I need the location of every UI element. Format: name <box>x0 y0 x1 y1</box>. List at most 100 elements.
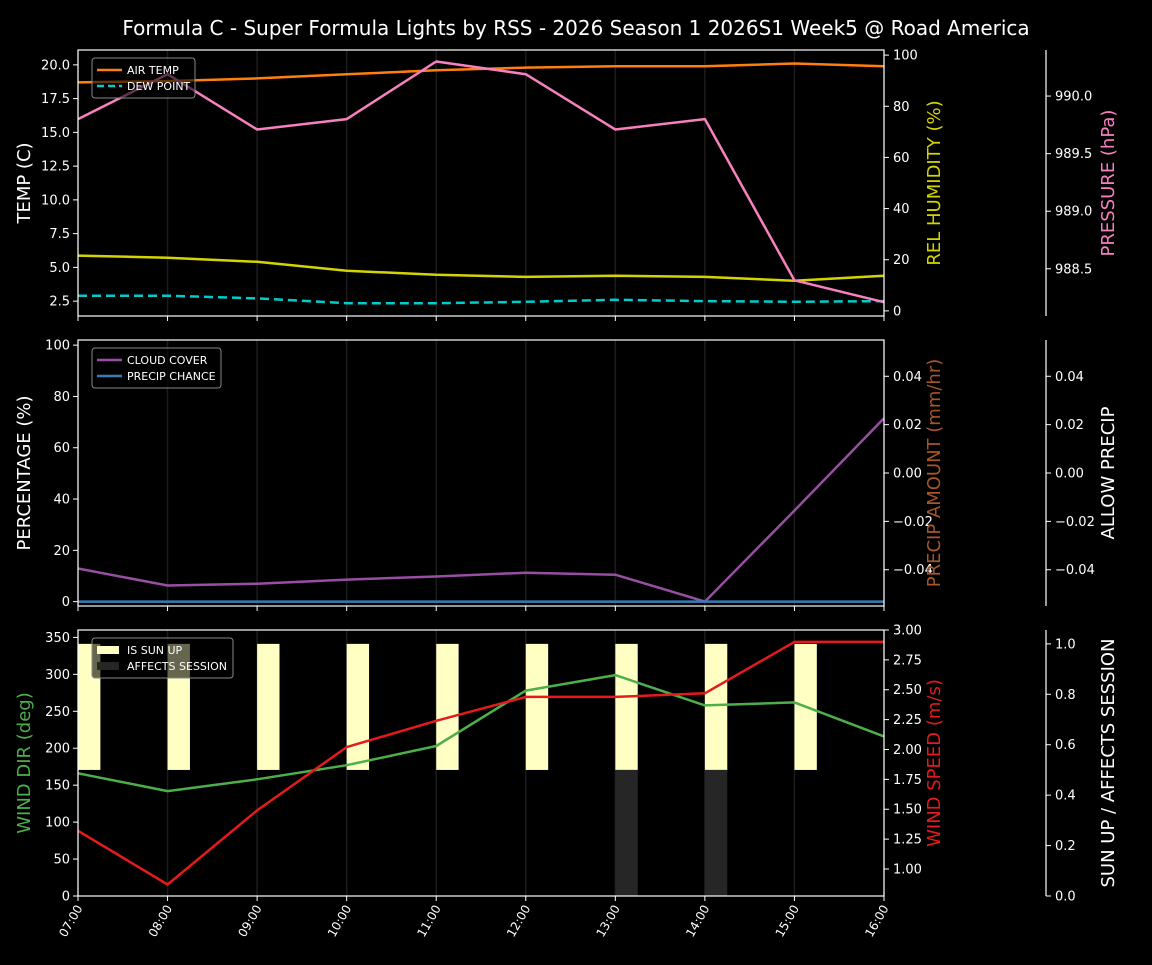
left-tick-label: 40 <box>53 493 70 508</box>
right-tick-label: 2.25 <box>893 713 922 728</box>
left-tick-label: 100 <box>45 816 70 831</box>
right-tick-label: 100 <box>893 49 918 64</box>
legend-label: PRECIP CHANCE <box>127 370 216 383</box>
left-tick-label: 12.5 <box>41 160 70 175</box>
right-tick-label: 2.75 <box>893 653 922 668</box>
right2-tick-label: −0.04 <box>1055 563 1095 578</box>
right-axis-label: REL HUMIDITY (%) <box>924 100 945 265</box>
legend-box <box>91 637 234 679</box>
series-line-left-0 <box>77 673 885 793</box>
right-tick-label: 20 <box>893 253 910 268</box>
right-tick-label: 40 <box>893 202 910 217</box>
right2-tick-label: 0.02 <box>1055 418 1084 433</box>
left-tick-label: 50 <box>53 853 70 868</box>
series-line-dew-point <box>78 294 885 305</box>
right-tick-label: 2.00 <box>893 743 922 758</box>
panel-2: 0 20 40 60 80 100 PERCENTAGE (%) −0.04 −0.02 0.00… <box>14 339 1119 611</box>
right-tick-label: 3.00 <box>893 624 922 639</box>
left-tick-label: 7.5 <box>49 227 70 242</box>
right-axis2-label: ALLOW PRECIP <box>1098 406 1119 539</box>
right2-tick-label: 0.00 <box>1055 467 1084 482</box>
right-tick-label: 1.75 <box>893 773 922 788</box>
right-axis-label: WIND SPEED (m/s) <box>924 679 945 847</box>
right-tick-label: 0.00 <box>893 467 922 482</box>
legend: AIR TEMP DEW POINT <box>91 57 196 99</box>
right-axis2-label: PRESSURE (hPa) <box>1098 110 1119 257</box>
left-tick-label: 80 <box>53 390 70 405</box>
legend-label: IS SUN UP <box>127 644 183 657</box>
right-tick-label: 0 <box>893 304 901 319</box>
bar-is-sun-up <box>704 643 728 770</box>
plot-frame <box>77 629 885 897</box>
legend-swatch <box>97 662 119 670</box>
right-tick-label: 1.50 <box>893 803 922 818</box>
right2-tick-label: 990.0 <box>1055 90 1092 105</box>
right-tick-label: 2.50 <box>893 683 922 698</box>
right2-tick-label: 989.5 <box>1055 147 1092 162</box>
left-tick-label: 15.0 <box>41 126 70 141</box>
left-tick-label: 350 <box>45 631 70 646</box>
right-tick-label: −0.02 <box>893 515 933 530</box>
left-axis-label: TEMP (C) <box>14 142 35 224</box>
panel-3: 0 50 100 150 200 250 300 350 WIND DIR (deg) 1.00 1… <box>14 624 1119 940</box>
legend-label: DEW POINT <box>127 80 191 93</box>
legend: IS SUN UP AFFECTS SESSION <box>91 637 234 679</box>
panel-1: 2.5 5.0 7.5 10.0 12.5 15.0 17.5 20.0 TEMP (C) 0 20… <box>14 49 1119 321</box>
left-tick-label: 20.0 <box>41 58 70 73</box>
right-tick-label: 1.25 <box>893 833 922 848</box>
bar-is-sun-up <box>615 643 638 770</box>
left-tick-label: 20 <box>53 544 70 559</box>
left-tick-label: 250 <box>45 705 70 720</box>
left-tick-label: 150 <box>45 779 70 794</box>
legend-label: AFFECTS SESSION <box>127 660 227 673</box>
right2-tick-label: 0.2 <box>1055 839 1076 854</box>
right2-tick-label: 1.0 <box>1055 637 1076 652</box>
legend-label: CLOUD COVER <box>127 354 208 367</box>
legend-label: AIR TEMP <box>127 64 179 77</box>
bar-is-sun-up <box>436 643 459 770</box>
left-tick-label: 60 <box>53 441 70 456</box>
series-line-right-2 <box>77 254 885 282</box>
left-axis-label: PERCENTAGE (%) <box>14 395 35 550</box>
right-tick-label: 1.00 <box>893 862 922 877</box>
left-tick-label: 17.5 <box>41 92 70 107</box>
left-axis-label: WIND DIR (deg) <box>14 692 35 834</box>
plot-frame <box>77 49 885 317</box>
legend-box <box>91 347 222 389</box>
left-tick-label: 5.0 <box>49 261 70 276</box>
right-tick-label: −0.04 <box>893 563 933 578</box>
right-tick-label: 0.02 <box>893 418 922 433</box>
chart-title: Formula C - Super Formula Lights by RSS … <box>122 16 1029 40</box>
right-tick-label: 80 <box>893 100 910 115</box>
left-tick-label: 100 <box>45 339 70 354</box>
left-tick-label: 0 <box>62 890 70 905</box>
bar-is-sun-up <box>525 643 549 770</box>
legend: CLOUD COVER PRECIP CHANCE <box>91 347 222 389</box>
right2-tick-label: 0.04 <box>1055 370 1084 385</box>
bar-affects-session <box>615 769 638 896</box>
series-line-right2-3 <box>77 60 885 304</box>
bar-affects-session <box>704 769 728 896</box>
left-tick-label: 200 <box>45 742 70 757</box>
left-tick-label: 10.0 <box>41 193 70 208</box>
right2-tick-label: −0.02 <box>1055 515 1095 530</box>
right-axis-label: PRECIP AMOUNT (mm/hr) <box>924 359 945 588</box>
series-line-right-1 <box>77 640 884 886</box>
legend-box <box>91 57 196 99</box>
right2-tick-label: 0.4 <box>1055 789 1076 804</box>
right2-tick-label: 988.5 <box>1055 262 1092 277</box>
right-axis2-label: SUN UP / AFFECTS SESSION <box>1098 638 1119 887</box>
left-tick-label: 0 <box>62 595 70 610</box>
legend-swatch <box>97 646 119 654</box>
bar-is-sun-up <box>346 643 370 770</box>
right2-tick-label: 0.6 <box>1055 738 1076 753</box>
left-tick-label: 2.5 <box>49 295 70 310</box>
bar-is-sun-up <box>257 643 280 770</box>
right2-tick-label: 0.0 <box>1055 890 1076 905</box>
right-tick-label: 60 <box>893 151 910 166</box>
series-line-cloud-cover <box>77 417 885 603</box>
right-tick-label: 0.04 <box>893 370 922 385</box>
right2-tick-label: 0.8 <box>1055 688 1076 703</box>
right2-tick-label: 989.0 <box>1055 205 1092 220</box>
